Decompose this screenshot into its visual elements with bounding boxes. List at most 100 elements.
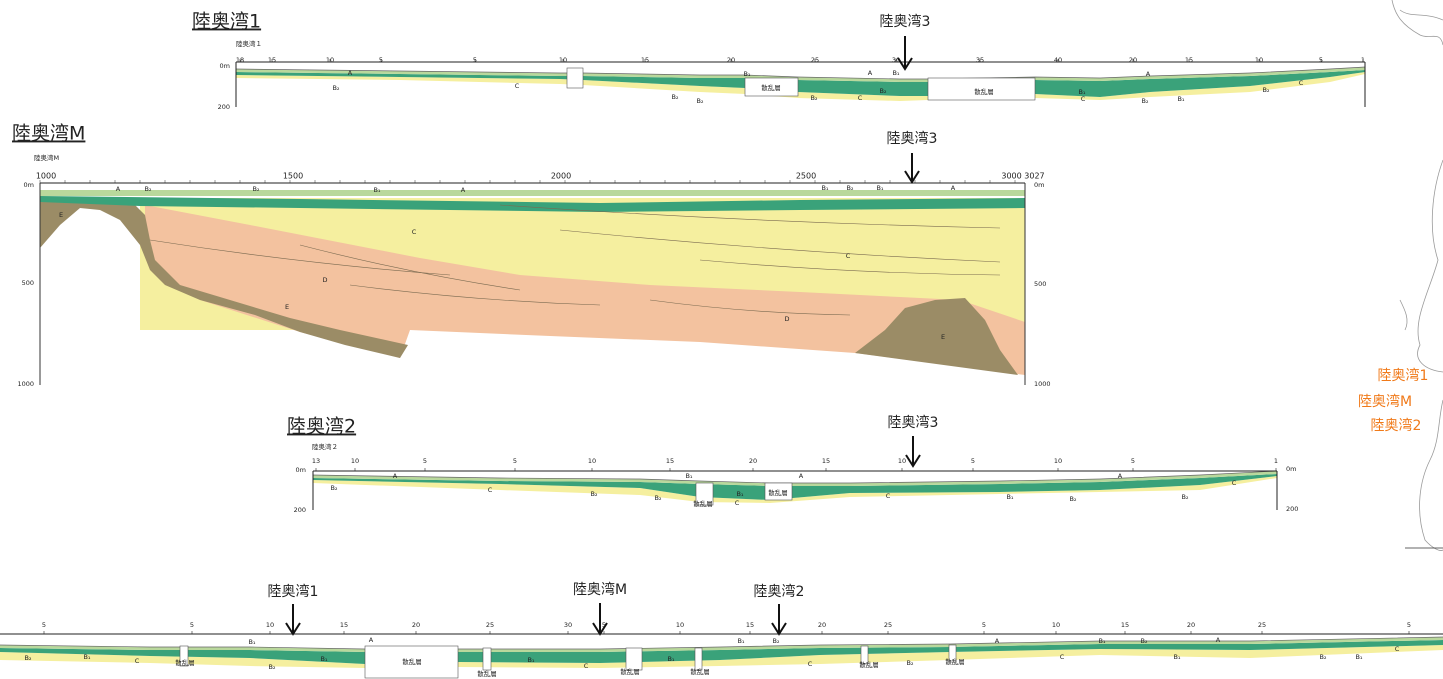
gap xyxy=(695,482,714,506)
layer-label: C xyxy=(1299,79,1304,87)
layer-label: A xyxy=(461,186,466,194)
layer-label: B₂ xyxy=(1181,493,1188,501)
distance-label: 10 xyxy=(351,457,359,465)
layer-label: B₂ xyxy=(1140,637,1147,645)
layer-label: B₂ xyxy=(24,654,31,662)
distance-label: 5 xyxy=(1131,457,1135,465)
gap xyxy=(764,482,793,501)
profile: 陸奥湾1陸奥湾１0m200181510551015202530354020151… xyxy=(192,11,1366,111)
gap xyxy=(694,647,703,671)
layer-label: E xyxy=(285,303,289,311)
gap xyxy=(364,645,459,679)
layer-label: C xyxy=(886,492,891,500)
depth-label: 500 xyxy=(1034,280,1046,288)
profile: 陸奥湾2 陸奥湾２ 0m 200 0m 200 13 10 5 5 10 15 20 15 10 5 10 5 1 B… xyxy=(287,414,1298,514)
distance-label: 5 xyxy=(982,621,986,629)
distance-label: 10 xyxy=(266,621,274,629)
marker-label: 陸奥湾2 xyxy=(754,583,805,600)
layer-label: C xyxy=(735,499,740,507)
layer-label: A xyxy=(116,185,121,193)
distance-label: 20 xyxy=(412,621,420,629)
layer-a xyxy=(40,190,1025,196)
arrow-head xyxy=(771,622,787,636)
distance-label: 20 xyxy=(818,621,826,629)
layer-label: C xyxy=(135,657,140,665)
distance-label: 25 xyxy=(486,621,494,629)
distance-label: 1 xyxy=(1274,457,1278,465)
layer-label: E xyxy=(59,211,63,219)
layer-label: D xyxy=(322,276,327,284)
layer-label: B₁ xyxy=(876,184,883,192)
seafloor xyxy=(0,636,1443,650)
layer-label: C xyxy=(846,252,851,260)
marker-label: 陸奥湾3 xyxy=(888,414,939,431)
layer-label: B₂ xyxy=(671,93,678,101)
layer-label: B₁ xyxy=(736,490,743,498)
layer-line xyxy=(499,204,1001,229)
layer-label: C xyxy=(412,228,417,236)
layer-label: C xyxy=(858,94,863,102)
layer-line xyxy=(559,229,1001,263)
marker-label: 陸奥湾3 xyxy=(887,130,938,147)
seafloor xyxy=(312,470,1278,484)
distance-label: 10 xyxy=(588,457,596,465)
distance-label: 5 xyxy=(602,621,606,629)
distance-label: 15 xyxy=(822,457,830,465)
layer-label: A xyxy=(995,637,1000,645)
depth-label: 1000 xyxy=(1034,380,1051,388)
map-label: 陸奥湾1 xyxy=(1378,367,1429,384)
gap xyxy=(482,647,492,671)
layer-label: 散乱層 xyxy=(477,669,497,678)
marker-label: 陸奥湾M xyxy=(573,581,627,598)
distance-label: 20 xyxy=(1187,621,1195,629)
depth-label: 200 xyxy=(1286,505,1298,513)
layer-label: 散乱層 xyxy=(761,83,781,92)
layer-label: B₁ xyxy=(685,472,692,480)
layer-label: 散乱層 xyxy=(690,667,710,676)
distance-label: 5 xyxy=(42,621,46,629)
layer-b xyxy=(236,70,1365,97)
layer-label: 散乱層 xyxy=(974,87,994,96)
layer-label: B₁ xyxy=(1177,95,1184,103)
distance-label: 25 xyxy=(884,621,892,629)
layer-label: B₁ xyxy=(667,655,674,663)
layer-label: C xyxy=(515,82,520,90)
layer-label: A xyxy=(393,472,398,480)
layer-line xyxy=(699,259,1001,276)
layer-label: B₂ xyxy=(268,663,275,671)
layer-label: B₁ xyxy=(248,638,255,646)
line-label: 陸奥湾１ xyxy=(236,39,262,48)
map-label: 陸奥湾2 xyxy=(1371,417,1422,434)
distance-label: 2000 xyxy=(551,172,571,181)
profile-title: 陸奥湾M xyxy=(12,123,85,145)
layer-label: D xyxy=(784,315,789,323)
layer-label: 散乱層 xyxy=(859,660,879,669)
marker-label: 陸奥湾1 xyxy=(268,583,319,600)
layer-label: 散乱層 xyxy=(402,657,422,666)
gap xyxy=(625,647,643,671)
arrow-head xyxy=(285,622,301,636)
layer-d xyxy=(145,205,1025,375)
layer-label: B₂ xyxy=(330,484,337,492)
depth-label: 500 xyxy=(22,279,34,287)
layer-e xyxy=(40,197,408,358)
layer-a xyxy=(313,471,1277,486)
layer-label: B₁ xyxy=(320,655,327,663)
layer-label: 散乱層 xyxy=(945,657,965,666)
layer-label: B₂ xyxy=(144,185,151,193)
layer-label: 散乱層 xyxy=(620,667,640,676)
depth-label: 200 xyxy=(218,103,230,111)
gap xyxy=(927,77,1036,101)
distance-label: 10 xyxy=(1054,457,1062,465)
distance-label: 10 xyxy=(898,457,906,465)
layer-c xyxy=(0,645,1443,668)
layer-label: A xyxy=(868,69,873,77)
layer-label: B₂ xyxy=(696,97,703,105)
layer-label: C xyxy=(1081,95,1086,103)
depth-label: 0m xyxy=(220,62,230,70)
layer-label: 散乱層 xyxy=(175,658,195,667)
map xyxy=(1391,0,1443,551)
distance-label: 20 xyxy=(749,457,757,465)
distance-label: 30 xyxy=(564,621,572,629)
